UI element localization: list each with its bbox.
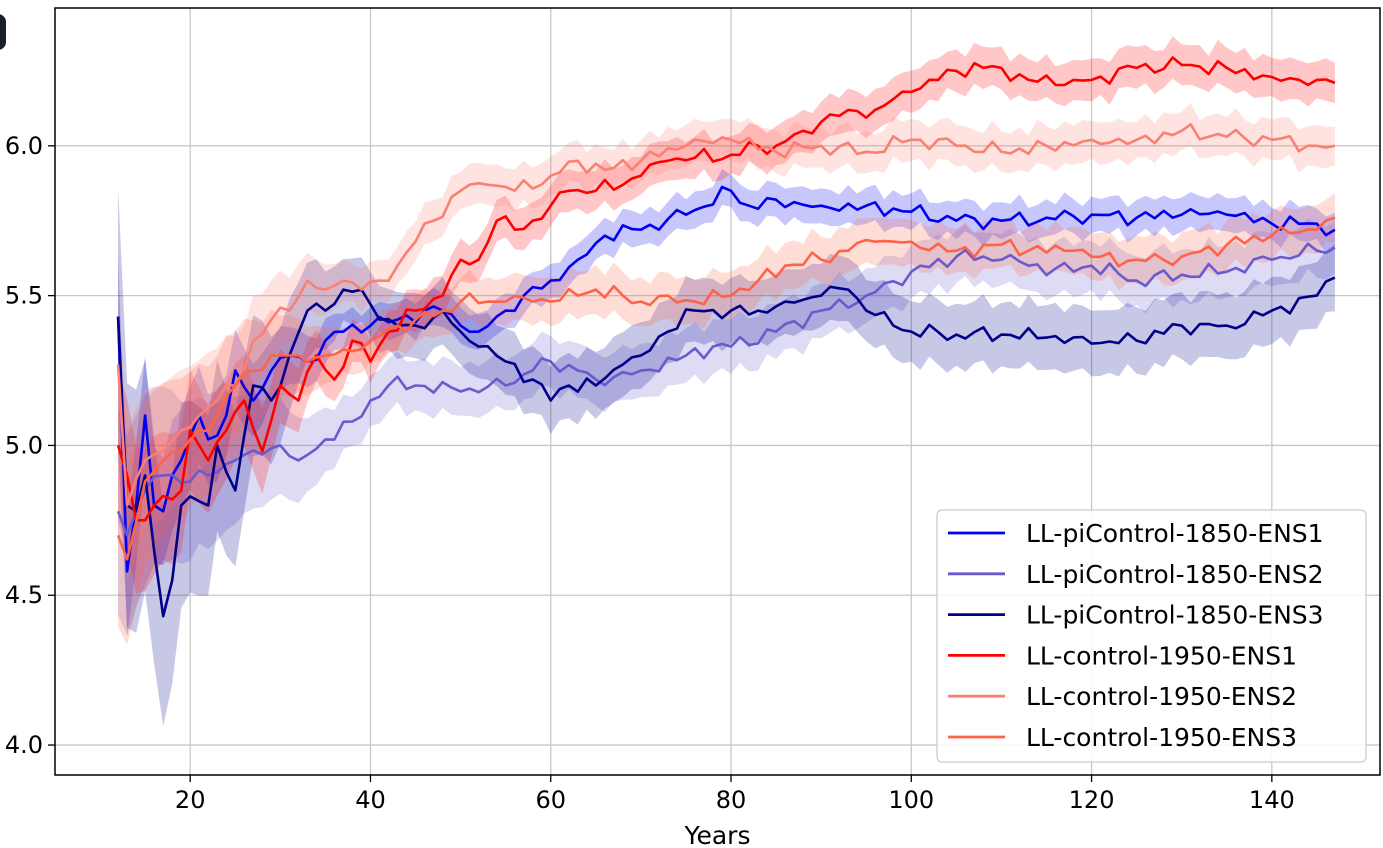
uncertainty-band: [118, 36, 1335, 594]
y-tick-label: 5.0: [5, 431, 43, 459]
legend-box: [936, 509, 1367, 763]
series-lines: [116, 56, 1336, 618]
grid: [55, 8, 1380, 775]
uncertainty-bands: [118, 36, 1335, 726]
uncertainty-band: [118, 218, 1335, 636]
x-tick-label: 120: [1069, 786, 1115, 814]
uncertainty-band: [118, 169, 1335, 636]
y-tick-label: 4.5: [5, 581, 43, 609]
series-line: [116, 56, 1336, 522]
x-tick-label: 20: [175, 786, 206, 814]
x-tick-label: 140: [1249, 786, 1295, 814]
series-line: [116, 216, 1336, 561]
legend-entry-label: LL-control-1950-ENS2: [1026, 682, 1297, 711]
y-tick-label: 5.5: [5, 282, 43, 310]
x-tick-label: 100: [888, 786, 934, 814]
x-tick-label: 60: [535, 786, 566, 814]
series-line: [116, 185, 1336, 573]
y-tick-label: 4.0: [5, 731, 43, 759]
y-tick-label: 6.0: [5, 132, 43, 160]
series-line: [116, 276, 1336, 618]
x-axis-label: Years: [684, 821, 751, 848]
x-tick-label: 80: [716, 786, 747, 814]
series-line: [116, 242, 1336, 537]
axis-ticks: 20 40 60 80 100 120 140 4.0 4.5 5.0 5.5 6.0: [5, 132, 1295, 814]
plot-frame: [54, 7, 1381, 776]
legend-entry-label: LL-piControl-1850-ENS1: [1026, 519, 1324, 548]
legend-entry-label: LL-control-1950-ENS3: [1026, 723, 1297, 752]
legend-entry-label: LL-piControl-1850-ENS3: [1026, 601, 1324, 630]
legend-entry-label: LL-control-1950-ENS1: [1026, 641, 1297, 670]
series-line: [116, 123, 1336, 507]
legend-entry-label: LL-piControl-1850-ENS2: [1026, 560, 1324, 589]
legend: LL-piControl-1850-ENS1 LL-piControl-1850-…: [936, 509, 1367, 763]
uncertainty-band: [118, 187, 1335, 726]
uncertainty-band: [118, 102, 1335, 582]
x-tick-label: 40: [355, 786, 386, 814]
panel-letter-badge: [0, 14, 6, 50]
uncertainty-band: [118, 193, 1335, 646]
